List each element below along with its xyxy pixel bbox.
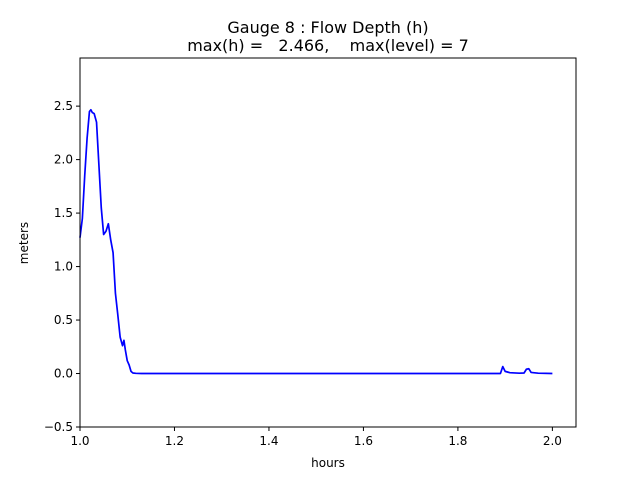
x-tick-label: 1.2	[165, 434, 184, 448]
chart-title-line1: Gauge 8 : Flow Depth (h)	[227, 18, 428, 37]
x-tick-label: 1.8	[448, 434, 467, 448]
plot-area-frame	[79, 57, 577, 428]
flow-depth-line	[79, 108, 553, 375]
y-tick-label: 2.0	[54, 153, 73, 167]
series-lines	[79, 108, 553, 375]
x-tick-label: 1.0	[70, 434, 89, 448]
y-tick-label: 2.5	[54, 99, 73, 113]
x-tick-label: 1.6	[354, 434, 373, 448]
y-tick-label: 0.0	[54, 367, 73, 381]
y-tick-label: 0.5	[54, 313, 73, 327]
chart-title-line2: max(h) = 2.466, max(level) = 7	[187, 36, 469, 55]
y-axis-label: meters	[17, 222, 31, 264]
y-tick-label: −0.5	[44, 420, 73, 434]
y-tick-label: 1.0	[54, 260, 73, 274]
x-tick-label: 1.4	[259, 434, 278, 448]
x-tick-label: 2.0	[543, 434, 562, 448]
y-tick-label: 1.5	[54, 206, 73, 220]
axis-ticks: 1.0 1.2 1.4 1.6 1.8 2.0 −0.5 0.0 0.5 1.0 1.5 2.0 2.5	[44, 99, 562, 448]
x-axis-label: hours	[311, 456, 345, 470]
